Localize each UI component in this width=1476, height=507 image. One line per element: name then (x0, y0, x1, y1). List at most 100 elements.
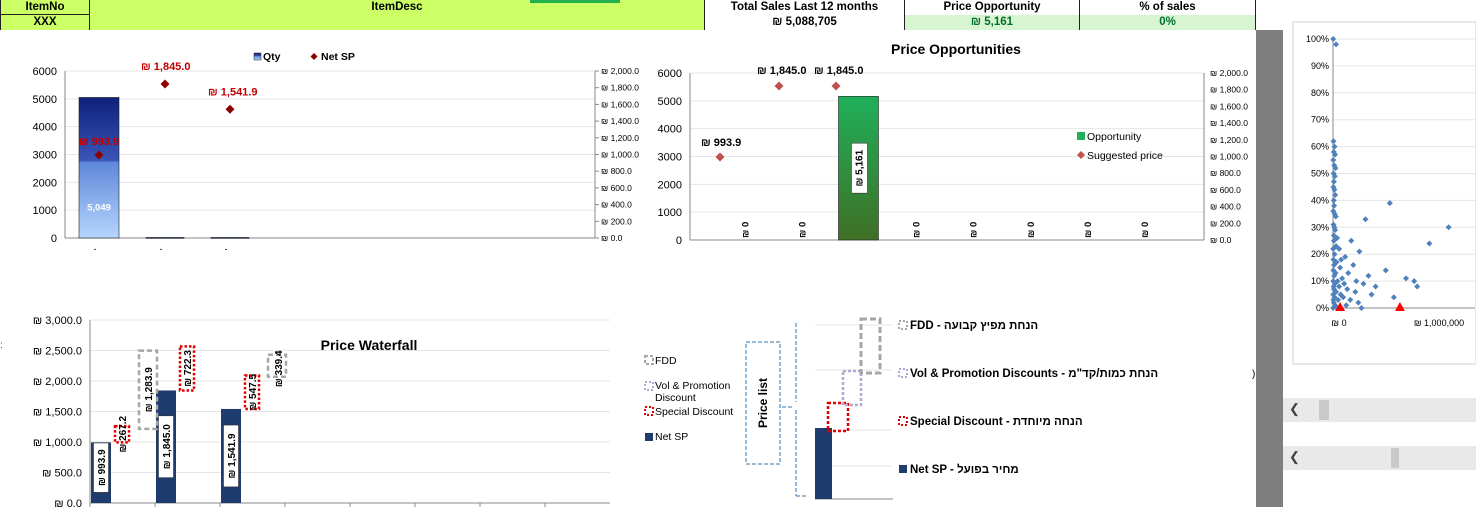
scatter-point (1365, 272, 1372, 279)
legend-label: Discount (655, 392, 696, 404)
net-sp-point (94, 150, 104, 160)
y-tick-label: 5000 (33, 94, 57, 106)
scroll-left-icon[interactable]: ❮ (1289, 449, 1300, 464)
y2-tick-label: ₪ 0.0 (601, 233, 623, 243)
item-desc-label: ItemDesc (371, 1, 423, 13)
y-tick-label: 2000 (658, 179, 682, 191)
total-sales-cell[interactable]: Total Sales Last 12 months ₪ 5,088,705 (705, 0, 905, 30)
y2-tick-label: ₪ 1,600.0 (1210, 101, 1248, 111)
scatter-point (1331, 272, 1338, 279)
scatter-point (1344, 286, 1351, 293)
legend-swatch (898, 416, 908, 426)
legend-swatch-net-sp (310, 53, 318, 60)
highlight-point (1335, 302, 1346, 311)
legend-swatch-opportunity (1077, 132, 1085, 140)
chart-title: Price Waterfall (321, 337, 418, 353)
diagram-legend-label-special: Special Discount - הנחה מיוחדת (910, 416, 1083, 428)
net-sp-data-label: ₪ 993.9 (97, 449, 108, 486)
pct-sales-cell[interactable]: % of sales 0% (1080, 0, 1256, 30)
legend-label: Special Discount (655, 406, 733, 418)
opportunity-data-label: ₪ 0 (797, 222, 808, 238)
pct-sales-label: % of sales (1139, 1, 1196, 13)
price-opportunity-cell[interactable]: Price Opportunity ₪ 5,161 (905, 0, 1080, 30)
stray-cell-mark: ) (1252, 369, 1255, 380)
legend-label: Net SP (655, 431, 688, 443)
y-tick-label: 4000 (33, 122, 57, 134)
horizontal-scrollbar-1[interactable]: ❮ (1283, 398, 1476, 422)
scatter-point (1403, 275, 1410, 282)
net-sp-point (160, 79, 170, 89)
cell-selection-indicator (530, 0, 620, 3)
y2-tick-label: ₪ 1,000.0 (1210, 152, 1248, 162)
item-desc-cell[interactable]: ItemDesc (90, 0, 705, 30)
scatter-point (1330, 197, 1337, 204)
data-label-box (223, 424, 239, 488)
scatter-point (1330, 245, 1337, 252)
vol-discount-bar (841, 369, 863, 407)
legend-label: FDD (655, 355, 677, 367)
y-tick-label: 80% (1311, 88, 1329, 98)
scatter-point (1335, 296, 1342, 303)
horizontal-scrollbar-2[interactable]: ❮ (1283, 446, 1476, 470)
data-label-box (140, 359, 156, 420)
x-tick-label: - (94, 244, 97, 254)
scrollbar-thumb[interactable] (1391, 448, 1399, 468)
net-sp-data-label: ₪ 1,845.0 (162, 424, 173, 469)
y2-tick-label: ₪ 2,000.0 (601, 66, 639, 76)
scatter-point (1333, 41, 1340, 48)
y2-tick-label: ₪ 1,800.0 (601, 83, 639, 93)
scatter-point (1341, 280, 1348, 287)
y-tick-label: 20% (1311, 249, 1329, 259)
net-sp-data-label: ₪ 1,541.9 (208, 86, 257, 98)
y-tick-label: ₪ 0.0 (54, 498, 82, 507)
y2-tick-label: ₪ 200.0 (601, 216, 632, 226)
header-bar: ItemNo XXX ItemDesc Total Sales Last 12 … (0, 0, 1256, 30)
fdd-bar (266, 353, 288, 379)
scatter-point (1331, 280, 1338, 287)
scatter-point (1426, 240, 1433, 247)
scatter-point (1411, 278, 1418, 285)
scatter-point (1330, 138, 1337, 145)
special-discount-data-label: ₪ 267.2 (118, 415, 129, 452)
y2-tick-label: ₪ 1,000.0 (601, 150, 639, 160)
y-tick-label: ₪ 2,500.0 (33, 346, 82, 358)
data-label-box (851, 142, 868, 194)
bar-data-label: 5,049 (87, 202, 111, 213)
scatter-point (1337, 264, 1344, 271)
scatter-point (1330, 157, 1337, 164)
scroll-left-icon[interactable]: ❮ (1289, 401, 1300, 416)
scatter-point (1338, 256, 1345, 263)
y-tick-label: 30% (1311, 222, 1329, 232)
scatter-point (1333, 288, 1340, 295)
legend-label: Vol & Promotion (655, 380, 730, 392)
y2-tick-label: ₪ 400.0 (1210, 202, 1241, 212)
scatter-point (1331, 251, 1338, 258)
suggested-price-point (831, 81, 841, 91)
y-tick-label: 2000 (33, 177, 57, 189)
y2-tick-label: ₪ 600.0 (1210, 185, 1241, 195)
scatter-point (1331, 224, 1338, 231)
data-label-box (93, 442, 109, 493)
net-sp-bar (815, 428, 832, 499)
y-tick-label: 5000 (658, 96, 682, 108)
y-tick-label: 100% (1306, 34, 1329, 44)
scatter-point (1356, 248, 1363, 255)
net-sp-point (225, 104, 235, 114)
y-tick-label: 3000 (33, 150, 57, 162)
scatter-point (1330, 237, 1337, 244)
highlight-point (1394, 302, 1405, 311)
scrollbar-thumb[interactable] (1319, 400, 1329, 420)
scatter-point (1334, 235, 1341, 242)
scatter-point (1372, 283, 1379, 290)
suggested-price-data-label: ₪ 1,845.0 (757, 65, 806, 77)
scatter-point (1331, 143, 1338, 150)
y-tick-label: 1000 (33, 205, 57, 217)
y-tick-label: 60% (1311, 142, 1329, 152)
qty-bar (145, 237, 185, 239)
net-sp-data-label: ₪ 993.9 (79, 136, 119, 148)
y-tick-label: ₪ 1,500.0 (33, 407, 82, 419)
y2-tick-label: ₪ 1,200.0 (1210, 135, 1248, 145)
y2-tick-label: ₪ 200.0 (1210, 218, 1241, 228)
y-tick-label: 0 (51, 233, 57, 245)
item-no-cell[interactable]: ItemNo XXX (0, 0, 90, 30)
